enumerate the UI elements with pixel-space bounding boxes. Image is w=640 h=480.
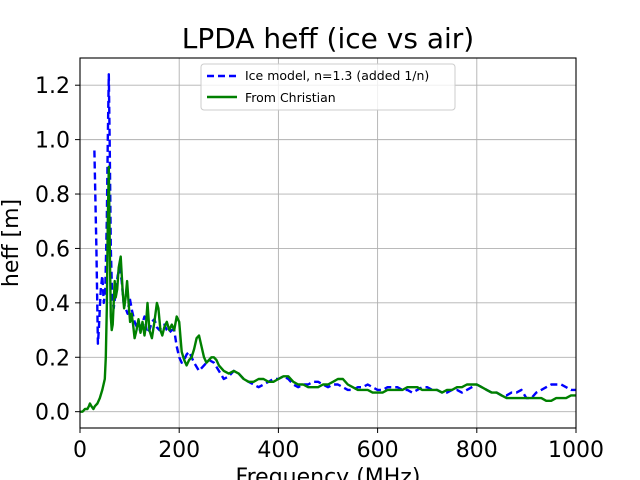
y-tick-label: 0.4 <box>35 292 70 317</box>
x-tick-label: 200 <box>158 438 200 463</box>
x-tick-label: 800 <box>456 438 498 463</box>
y-tick-label: 0.2 <box>35 346 70 371</box>
y-tick-label: 0.0 <box>35 401 70 426</box>
y-tick-label: 1.2 <box>35 74 70 99</box>
chart-title: LPDA heff (ice vs air) <box>182 22 474 55</box>
legend-box <box>200 63 456 111</box>
plot-frame <box>79 57 577 429</box>
y-axis-label: heff [m] <box>0 199 24 287</box>
legend-label-from-christian: From Christian <box>245 90 336 105</box>
series-line-from-christian <box>80 165 576 413</box>
x-axis: 0 200 400 600 800 1000 <box>73 428 604 463</box>
x-axis-label: Frequency (MHz) <box>236 465 421 480</box>
grid <box>79 58 577 428</box>
y-tick-label: 0.8 <box>35 183 70 208</box>
y-tick-label: 0.6 <box>35 237 70 262</box>
y-axis: 0.0 0.2 0.4 0.6 0.8 1.0 1.2 <box>35 74 80 426</box>
series-group <box>80 73 576 413</box>
x-tick-label: 600 <box>357 438 399 463</box>
plot-area <box>80 73 576 413</box>
x-tick-label: 1000 <box>548 438 604 463</box>
x-tick-label: 400 <box>257 438 299 463</box>
legend: Ice model, n=1.3 (added 1/n) From Christ… <box>200 63 456 111</box>
y-tick-label: 1.0 <box>35 129 70 154</box>
legend-label-ice-model: Ice model, n=1.3 (added 1/n) <box>245 68 429 83</box>
x-tick-label: 0 <box>73 438 87 463</box>
series-line-ice-model <box>93 73 576 400</box>
